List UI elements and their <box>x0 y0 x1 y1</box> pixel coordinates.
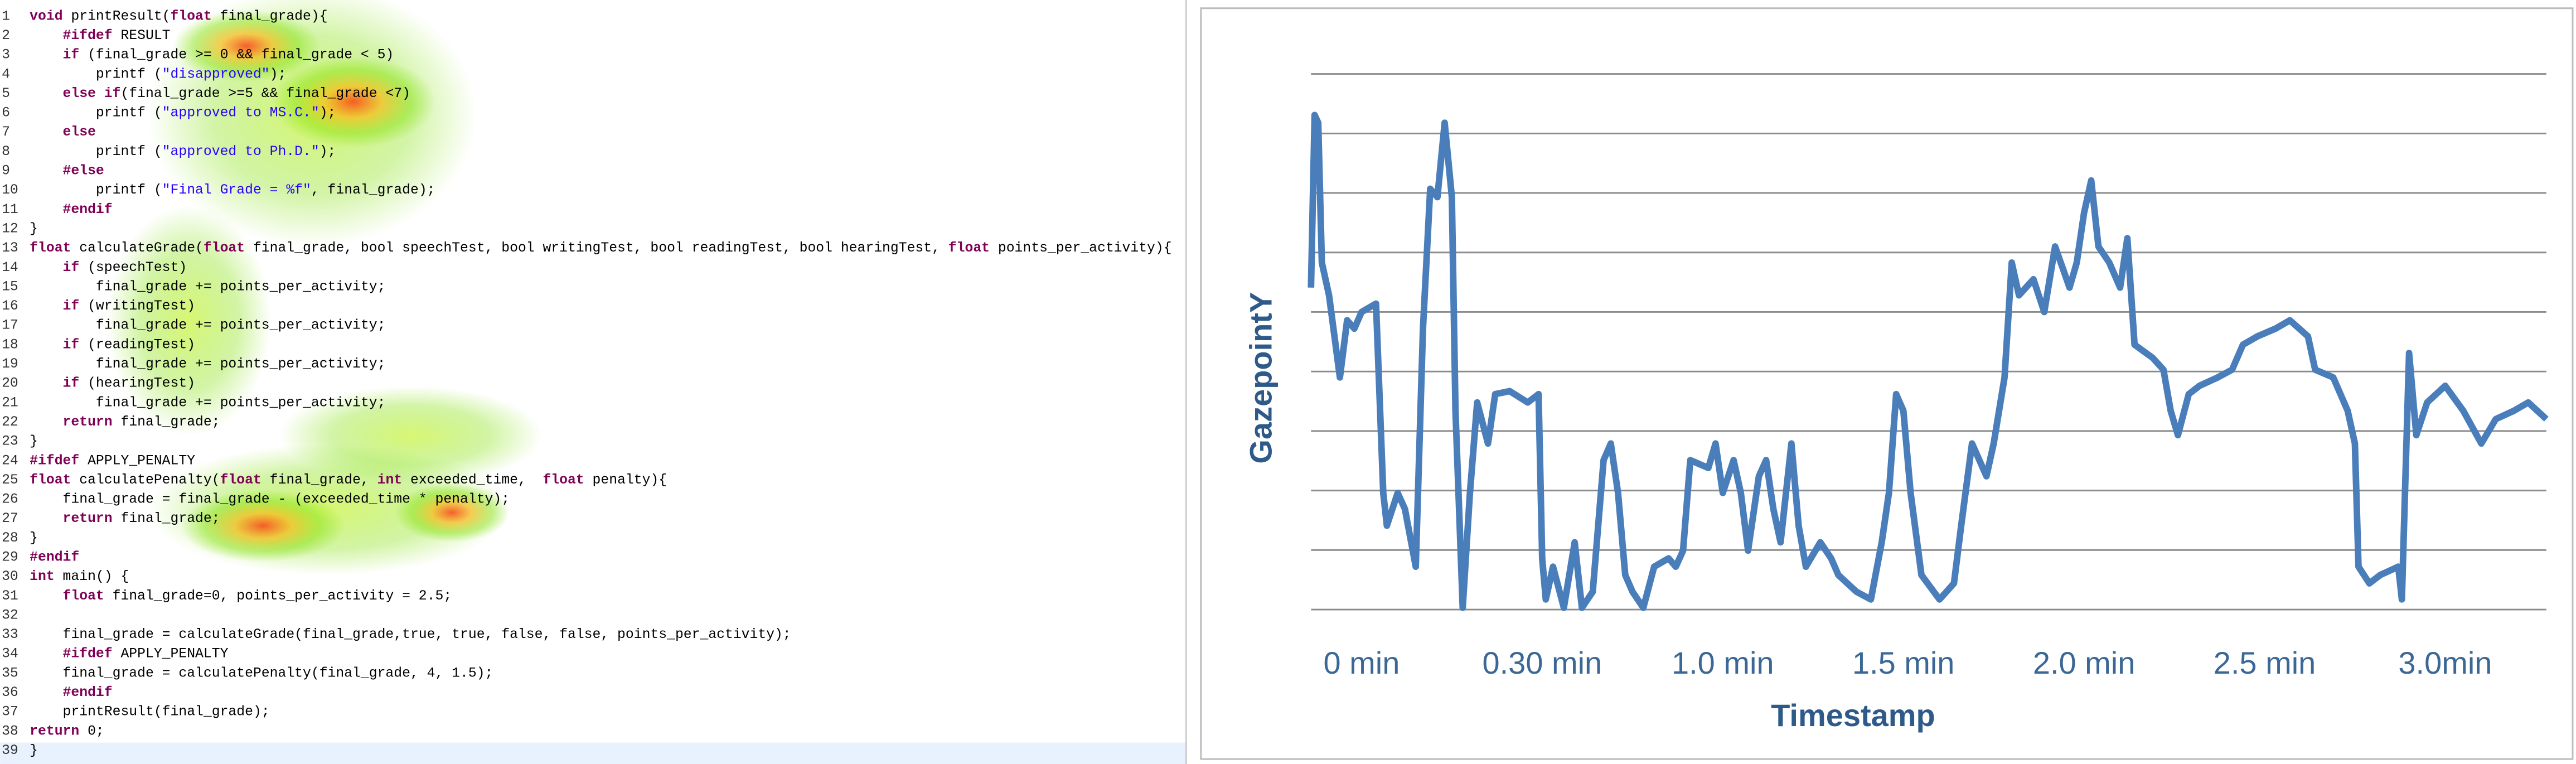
code-line: #ifdef APPLY_PENALTY <box>30 646 228 662</box>
code-line: if (readingTest) <box>30 337 195 352</box>
code-line: final_grade += points_per_activity; <box>30 395 385 410</box>
code-line: if (writingTest) <box>30 298 195 314</box>
line-number: 19 <box>2 356 18 372</box>
code-line: printf ("disapproved"); <box>30 66 286 82</box>
line-number: 1 <box>2 8 10 24</box>
chart: Timestamp GazepointY 0 min 0.30 min 1.0 mi… <box>1243 73 2549 733</box>
code-line: } <box>30 530 38 546</box>
code-line: final_grade = calculateGrade(final_grade… <box>30 627 791 642</box>
x-tick-label: 1.5 min <box>1852 645 1955 680</box>
code-line: printf ("approved to MS.C."); <box>30 105 336 121</box>
code-line: float final_grade=0, points_per_activity… <box>30 588 452 604</box>
code-line: #ifdef APPLY_PENALTY <box>30 453 195 468</box>
line-number: 35 <box>2 665 18 681</box>
line-number: 38 <box>2 723 18 739</box>
line-number: 21 <box>2 395 18 410</box>
line-number: 10 <box>2 182 18 198</box>
code-line: #endif <box>30 549 79 565</box>
line-number: 7 <box>2 124 10 140</box>
code-line: printf ("approved to Ph.D."); <box>30 144 336 159</box>
x-tick-label: 2.0 min <box>2033 645 2136 680</box>
line-number: 20 <box>2 376 18 391</box>
line-number: 6 <box>2 105 10 121</box>
code-line: #else <box>30 163 104 179</box>
x-tick-label: 0 min <box>1324 645 1400 680</box>
data-line <box>1308 112 2549 611</box>
line-number: 15 <box>2 279 18 294</box>
code-line: } <box>30 221 38 236</box>
line-number: 4 <box>2 66 10 82</box>
code-line: void printResult(float final_grade){ <box>30 8 327 24</box>
code-line: printResult(final_grade); <box>30 704 269 720</box>
heat-spot <box>172 9 321 83</box>
x-tick-label: 1.0 min <box>1672 645 1774 680</box>
code-line: int main() { <box>30 569 129 584</box>
line-number: 9 <box>2 163 10 179</box>
code-line: final_grade += points_per_activity; <box>30 318 385 333</box>
line-number: 32 <box>2 607 18 623</box>
heat-spot <box>394 483 510 543</box>
heat-spot <box>181 489 345 562</box>
line-number: 18 <box>2 337 18 352</box>
line-number: 31 <box>2 588 18 604</box>
code-line: return final_grade; <box>30 511 220 526</box>
line-number: 39 <box>2 743 18 758</box>
heatmap <box>106 0 543 576</box>
line-number: 2 <box>2 28 10 43</box>
line-number: 37 <box>2 704 18 720</box>
line-number: 11 <box>2 202 18 217</box>
line-number: 25 <box>2 472 18 488</box>
line-number: 5 <box>2 86 10 101</box>
line-number: 28 <box>2 530 18 546</box>
line-number: 33 <box>2 627 18 642</box>
code-line: printf ("Final Grade = %f", final_grade)… <box>30 182 435 198</box>
code-line: final_grade = calculatePenalty(final_gra… <box>30 665 493 681</box>
code-line: if (hearingTest) <box>30 376 195 391</box>
line-number: 36 <box>2 685 18 700</box>
code-line: float calculatePenalty(float final_grade… <box>30 472 667 488</box>
line-number: 12 <box>2 221 18 236</box>
line-number: 17 <box>2 318 18 333</box>
heat-spot <box>271 56 435 148</box>
line-number: 13 <box>2 240 18 256</box>
code-line: #ifdef RESULT <box>30 28 170 43</box>
code-line: if (speechTest) <box>30 260 187 275</box>
code-line: else <box>30 124 96 140</box>
heat-halo <box>106 205 272 436</box>
code-line: #endif <box>30 685 112 700</box>
line-number: 8 <box>2 144 10 159</box>
code-line: final_grade += points_per_activity; <box>30 356 385 372</box>
code-line: } <box>30 434 38 449</box>
line-number: 34 <box>2 646 18 662</box>
line-number: 24 <box>2 453 18 468</box>
x-tick-label: 3.0min <box>2398 645 2492 680</box>
line-number: 30 <box>2 569 18 584</box>
line-number: 22 <box>2 414 18 430</box>
current-line <box>0 742 1187 764</box>
line-number: 16 <box>2 298 18 314</box>
code-line: else if(final_grade >=5 && final_grade <… <box>30 86 410 101</box>
line-number: 26 <box>2 492 18 507</box>
code-line: final_grade += points_per_activity; <box>30 279 385 294</box>
line-number: 23 <box>2 434 18 449</box>
line-number: 3 <box>2 47 10 63</box>
line-number: 29 <box>2 549 18 565</box>
line-number: 27 <box>2 511 18 526</box>
code-line: return 0; <box>30 723 104 739</box>
code-line: #endif <box>30 202 112 217</box>
line-number: 14 <box>2 260 18 275</box>
y-axis-label: GazepointY <box>1243 292 1279 464</box>
code-line: } <box>30 743 38 758</box>
code: 1 void printResult(float final_grade){ 2 #… <box>2 8 1171 758</box>
x-axis-label: Timestamp <box>1771 698 1935 733</box>
code-line: return final_grade; <box>30 414 220 430</box>
code-line: final_grade = final_grade - (exceeded_ti… <box>30 492 510 507</box>
code-line: float calculateGrade(float final_grade, … <box>30 240 1171 256</box>
x-tick-label: 2.5 min <box>2214 645 2316 680</box>
code-line: if (final_grade >= 0 && final_grade < 5) <box>30 47 394 63</box>
x-tick-label: 0.30 min <box>1483 645 1602 680</box>
